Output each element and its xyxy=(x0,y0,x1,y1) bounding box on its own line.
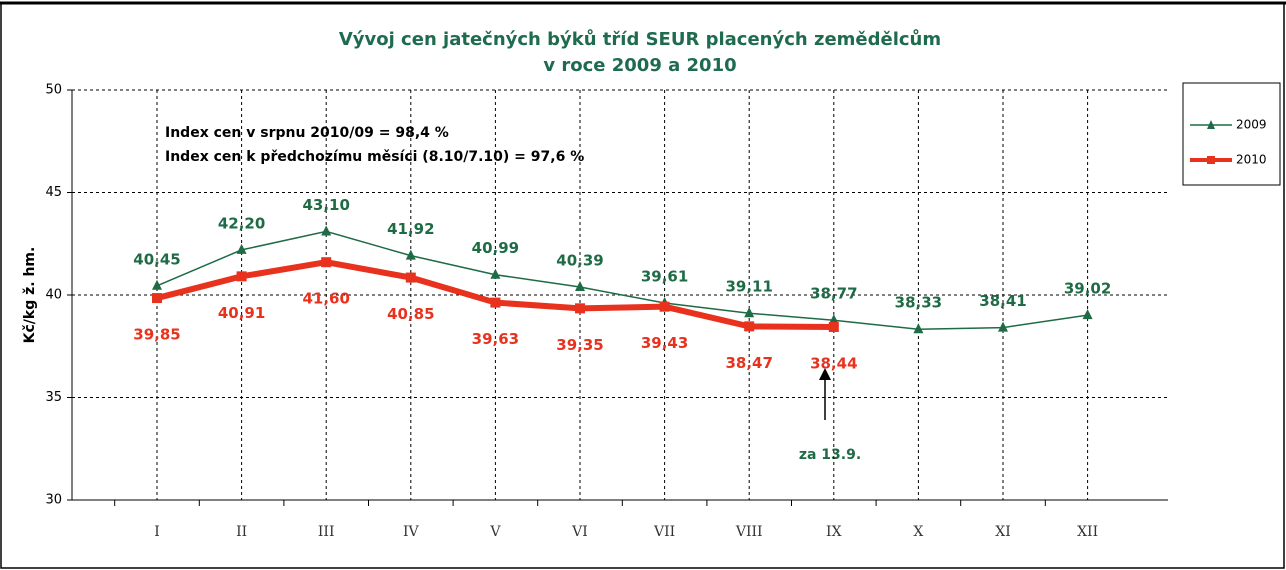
x-tick-label: III xyxy=(318,524,335,540)
marker xyxy=(321,257,332,268)
marker xyxy=(998,321,1008,332)
marker xyxy=(490,297,501,308)
x-tick-label: VI xyxy=(571,524,588,540)
arrow-head xyxy=(819,368,831,380)
data-label: 39,61 xyxy=(641,267,688,285)
x-tick-label: VII xyxy=(653,524,675,540)
marker xyxy=(659,301,670,312)
x-tick-label: I xyxy=(154,524,160,540)
marker xyxy=(744,307,755,318)
y-tick-label: 30 xyxy=(45,493,62,508)
data-label: 38,77 xyxy=(810,285,857,303)
data-label: 43,10 xyxy=(302,196,349,214)
data-label: 40,91 xyxy=(218,304,265,322)
data-label: 38,47 xyxy=(725,354,772,372)
y-axis-label: Kč/kg ž. hm. xyxy=(22,247,38,344)
data-label: 38,41 xyxy=(979,292,1026,310)
x-tick-label: IX xyxy=(826,524,842,540)
data-label: 39,11 xyxy=(725,278,772,296)
x-tick-label: II xyxy=(236,524,247,540)
marker xyxy=(321,225,332,236)
chart-subtitle: v roce 2009 a 2010 xyxy=(543,55,736,76)
chart-title: Vývoj cen jatečných býků tříd SEUR place… xyxy=(339,28,941,50)
x-tick-label: X xyxy=(913,524,923,540)
annotation: Index cen v srpnu 2010/09 = 98,4 % xyxy=(165,125,449,141)
data-label: 40,39 xyxy=(556,252,603,270)
annotation: Index cen k předchozímu měsíci (8.10/7.1… xyxy=(165,149,584,165)
marker xyxy=(405,272,416,283)
annotation: za 13.9. xyxy=(799,447,861,463)
data-label: 38,44 xyxy=(810,354,857,372)
data-label: 39,43 xyxy=(641,334,688,352)
legend-marker xyxy=(1207,120,1215,129)
legend-label: 2009 xyxy=(1236,118,1267,132)
data-label: 39,63 xyxy=(472,330,519,348)
y-tick-label: 35 xyxy=(45,390,62,405)
marker xyxy=(575,281,585,292)
marker xyxy=(236,271,247,282)
marker xyxy=(828,321,839,332)
data-label: 38,33 xyxy=(895,294,942,312)
marker xyxy=(575,303,585,314)
x-tick-label: VIII xyxy=(735,524,763,540)
legend-marker xyxy=(1207,156,1215,164)
legend-label: 2010 xyxy=(1236,153,1267,167)
marker xyxy=(913,323,924,334)
data-label: 39,35 xyxy=(556,336,603,354)
y-tick-label: 40 xyxy=(45,288,62,303)
data-label: 39,85 xyxy=(133,326,180,344)
legend xyxy=(1182,82,1281,186)
data-label: 41,60 xyxy=(302,290,349,308)
data-label: 42,20 xyxy=(218,214,265,232)
x-tick-label: XII xyxy=(1077,524,1098,540)
marker xyxy=(490,268,501,279)
x-tick-label: V xyxy=(489,524,501,540)
x-tick-label: XI xyxy=(995,524,1011,540)
marker xyxy=(1082,309,1093,320)
data-label: 41,92 xyxy=(387,220,434,238)
data-label: 40,45 xyxy=(133,250,180,268)
series-line xyxy=(156,230,1088,330)
marker xyxy=(405,249,416,260)
data-label: 39,02 xyxy=(1064,280,1111,298)
marker xyxy=(828,314,839,325)
data-label: 40,85 xyxy=(387,305,434,323)
x-tick-label: IV xyxy=(403,524,420,540)
data-label: 40,99 xyxy=(472,239,519,257)
y-tick-label: 45 xyxy=(45,185,62,200)
marker xyxy=(152,279,162,290)
marker xyxy=(744,321,755,332)
y-tick-label: 50 xyxy=(45,83,62,98)
marker xyxy=(152,293,162,304)
marker xyxy=(236,243,247,254)
